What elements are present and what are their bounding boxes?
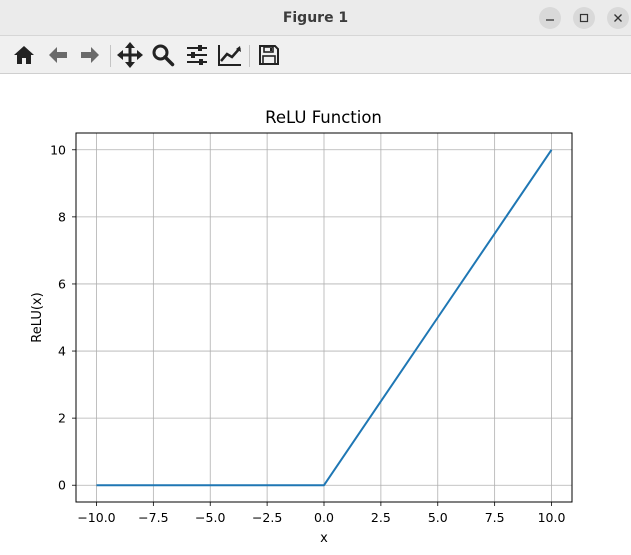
edit-axes-button[interactable] <box>215 40 245 70</box>
home-icon <box>14 46 34 64</box>
maximize-icon <box>579 13 589 23</box>
x-tick-label: 5.0 <box>428 510 448 525</box>
x-tick-label: 7.5 <box>485 510 505 525</box>
navigation-toolbar <box>0 36 631 74</box>
arrow-right-icon <box>81 47 99 63</box>
minimize-button[interactable] <box>539 7 561 29</box>
arrow-left-icon <box>49 47 67 63</box>
gridlines <box>76 133 572 502</box>
floppy-disk-icon <box>259 45 279 65</box>
x-tick-label: −5.0 <box>195 510 225 525</box>
relu-plot: ReLU Function −10.0 −7.5 −5.0 −2.5 0.0 2.5 5.0… <box>30 108 573 546</box>
x-tick-label: 10.0 <box>538 510 566 525</box>
toolbar-separator <box>249 45 250 67</box>
zoom-button[interactable] <box>148 40 178 70</box>
series-lines <box>96 149 553 487</box>
y-tick-label: 0 <box>58 478 66 493</box>
toolbar-separator <box>110 45 111 67</box>
pan-button[interactable] <box>115 40 145 70</box>
x-axis-label: x <box>320 531 328 546</box>
minimize-icon <box>546 19 554 21</box>
x-tick-label: 0.0 <box>314 510 334 525</box>
configure-subplots-button[interactable] <box>182 40 212 70</box>
chart-title: ReLU Function <box>265 108 382 127</box>
window-titlebar: Figure 1 <box>0 0 631 36</box>
x-tick-label: −10.0 <box>77 510 115 525</box>
x-tick-label: −7.5 <box>138 510 168 525</box>
magnifier-icon <box>152 44 175 67</box>
y-axis-label: ReLU(x) <box>30 292 45 342</box>
sliders-icon <box>187 45 207 65</box>
move-icon <box>117 42 143 68</box>
y-tick-label: 8 <box>58 209 66 224</box>
line-chart-icon <box>218 45 241 66</box>
back-button[interactable] <box>43 40 73 70</box>
maximize-button[interactable] <box>573 7 595 29</box>
y-tick-label: 10 <box>50 142 66 157</box>
x-tick-label: −2.5 <box>252 510 282 525</box>
save-button[interactable] <box>254 40 284 70</box>
relu-series-line <box>96 149 553 487</box>
window-title: Figure 1 <box>282 10 349 26</box>
y-tick-label: 6 <box>58 276 66 291</box>
close-button[interactable] <box>607 7 629 29</box>
y-tick-label: 2 <box>58 411 66 426</box>
axis-ticks: −10.0 −7.5 −5.0 −2.5 0.0 2.5 5.0 7.5 10.0 0 2 4 6 8 10 <box>50 142 565 525</box>
figure-canvas[interactable]: ReLU Function −10.0 −7.5 −5.0 −2.5 0.0 2.5 5.0… <box>0 74 631 551</box>
x-tick-label: 2.5 <box>371 510 391 525</box>
home-button[interactable] <box>9 40 39 70</box>
forward-button[interactable] <box>75 40 105 70</box>
close-icon <box>614 14 622 22</box>
y-tick-label: 4 <box>58 344 66 359</box>
